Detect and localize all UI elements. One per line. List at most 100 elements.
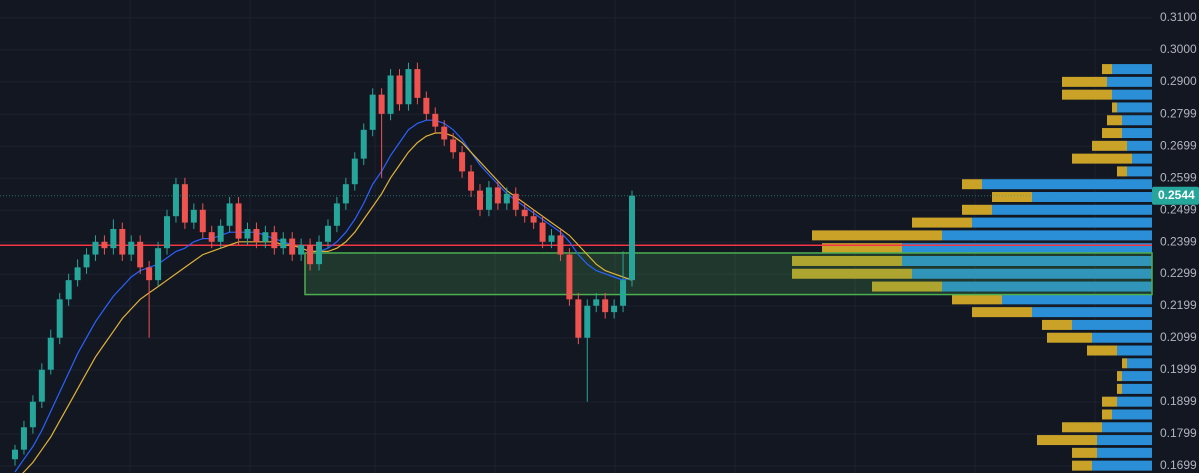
- last-price-box: [1152, 186, 1199, 205]
- candle-body: [557, 235, 564, 255]
- candle-body: [459, 152, 466, 172]
- candle-body: [56, 299, 63, 338]
- moving-average: [22, 132, 633, 473]
- candle-body: [316, 241, 323, 265]
- candle-body: [190, 209, 197, 223]
- vp-up: [1002, 294, 1152, 305]
- candle-body: [83, 254, 90, 268]
- vp-up: [1127, 140, 1152, 151]
- candle-body: [65, 280, 72, 300]
- candle-body: [629, 195, 635, 281]
- candle-body: [369, 94, 376, 130]
- vp-down: [1107, 115, 1122, 126]
- y-tick-label: 0.2699: [1160, 138, 1197, 152]
- candle-body: [235, 203, 242, 239]
- vp-up: [912, 268, 1152, 279]
- vp-down: [792, 268, 912, 279]
- vp-up: [1132, 153, 1152, 164]
- y-tick-label: 0.3100: [1160, 10, 1197, 24]
- vp-up: [1117, 396, 1152, 407]
- candle-body: [503, 193, 510, 204]
- candle-body: [253, 228, 260, 242]
- vp-up: [1072, 319, 1152, 330]
- vp-down: [1102, 409, 1112, 420]
- vp-down: [1062, 422, 1102, 433]
- vp-up: [1117, 102, 1152, 113]
- candle-body: [602, 299, 609, 313]
- candle-body: [128, 241, 135, 255]
- candle-body: [476, 190, 483, 210]
- vp-up: [982, 179, 1152, 190]
- y-tick-label: 0.1699: [1160, 458, 1197, 472]
- candle-body: [280, 238, 287, 249]
- vp-down: [1102, 128, 1122, 139]
- vp-up: [1112, 89, 1152, 100]
- candle-body: [575, 299, 582, 338]
- vp-down: [952, 294, 1002, 305]
- vp-down: [962, 204, 992, 215]
- vp-up: [1112, 409, 1152, 420]
- vp-up: [902, 255, 1152, 266]
- zone: [304, 252, 1153, 296]
- vp-up: [902, 243, 1152, 254]
- candle-body: [12, 449, 18, 460]
- candle-body: [29, 401, 36, 428]
- vp-down: [1112, 102, 1117, 113]
- vp-down: [872, 281, 942, 292]
- vp-down: [972, 307, 1032, 318]
- vp-up: [1102, 422, 1152, 433]
- vp-up: [1122, 128, 1152, 139]
- y-tick-label: 0.2199: [1160, 298, 1197, 312]
- candle-body: [468, 171, 475, 191]
- vp-down: [822, 243, 902, 254]
- vp-down: [1042, 319, 1072, 330]
- vp-down: [1117, 371, 1122, 382]
- vp-down: [912, 217, 972, 228]
- vp-up: [942, 281, 1152, 292]
- candle-body: [351, 158, 358, 185]
- candle-body: [584, 305, 591, 338]
- y-tick-label: 0.2900: [1160, 74, 1197, 88]
- candle-body: [101, 241, 108, 249]
- y-tick-label: 0.3000: [1160, 42, 1197, 56]
- vp-down: [792, 255, 902, 266]
- candle-body: [387, 75, 394, 114]
- candle-body: [494, 187, 501, 204]
- vp-up: [1122, 371, 1152, 382]
- candle-body: [38, 369, 45, 402]
- candle-body: [539, 222, 546, 242]
- candle-body: [271, 232, 278, 249]
- vp-down: [1117, 166, 1127, 177]
- candle-body: [620, 280, 627, 306]
- candle-body: [485, 187, 492, 210]
- candle-body: [47, 337, 54, 370]
- candle-body: [450, 139, 457, 153]
- vp-up: [1117, 345, 1152, 356]
- candle-body: [512, 193, 519, 210]
- vp-up: [1127, 358, 1152, 369]
- candle-body: [74, 267, 81, 281]
- vp-up: [1092, 460, 1152, 471]
- candle-body: [548, 235, 555, 242]
- y-tick-label: 0.2599: [1160, 170, 1197, 184]
- vp-up: [1122, 383, 1152, 394]
- y-tick-label: 0.1799: [1160, 426, 1197, 440]
- y-tick-label: 0.1899: [1160, 394, 1197, 408]
- candle-body: [137, 241, 144, 268]
- candle-body: [441, 126, 448, 140]
- candle-body: [119, 228, 126, 255]
- candle-body: [226, 203, 233, 226]
- vp-down: [1087, 345, 1117, 356]
- candle-body: [396, 75, 403, 105]
- vp-down: [1117, 383, 1122, 394]
- candle-body: [307, 244, 314, 265]
- vp-down: [1047, 332, 1092, 343]
- vp-up: [972, 217, 1152, 228]
- candle-body: [521, 209, 528, 217]
- vp-down: [1092, 140, 1127, 151]
- vp-down: [1122, 358, 1127, 369]
- vp-down: [1102, 64, 1112, 75]
- vp-up: [1107, 76, 1152, 87]
- vp-down: [962, 179, 982, 190]
